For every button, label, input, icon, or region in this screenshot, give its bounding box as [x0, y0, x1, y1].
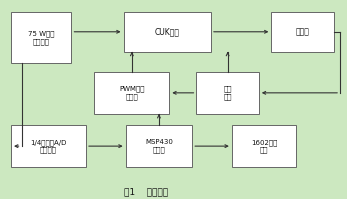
Text: 采样电压: 采样电压: [40, 147, 57, 153]
Bar: [94, 72, 169, 114]
Text: PWM控制: PWM控制: [119, 86, 145, 92]
Text: 单片机: 单片机: [153, 147, 165, 153]
Bar: [126, 125, 192, 167]
Text: 反馈: 反馈: [223, 93, 232, 100]
Bar: [232, 125, 296, 167]
Text: 图1    系统框图: 图1 系统框图: [124, 187, 168, 196]
Text: 1602液晶: 1602液晶: [251, 139, 277, 145]
Text: MSP430: MSP430: [145, 139, 173, 145]
Text: 1/4分压后A/D: 1/4分压后A/D: [31, 139, 67, 145]
Text: 能电池板: 能电池板: [33, 38, 50, 45]
Bar: [196, 72, 259, 114]
Bar: [271, 12, 334, 52]
Text: 75 W太阳: 75 W太阳: [28, 30, 54, 37]
Text: CUK电路: CUK电路: [155, 27, 180, 36]
Bar: [11, 125, 86, 167]
Text: 隔离: 隔离: [223, 86, 232, 92]
Text: 显示: 显示: [260, 147, 268, 153]
Text: 蓄电池: 蓄电池: [296, 27, 310, 36]
Bar: [124, 12, 211, 52]
Bar: [11, 12, 71, 63]
Text: 与驱动: 与驱动: [126, 93, 138, 100]
